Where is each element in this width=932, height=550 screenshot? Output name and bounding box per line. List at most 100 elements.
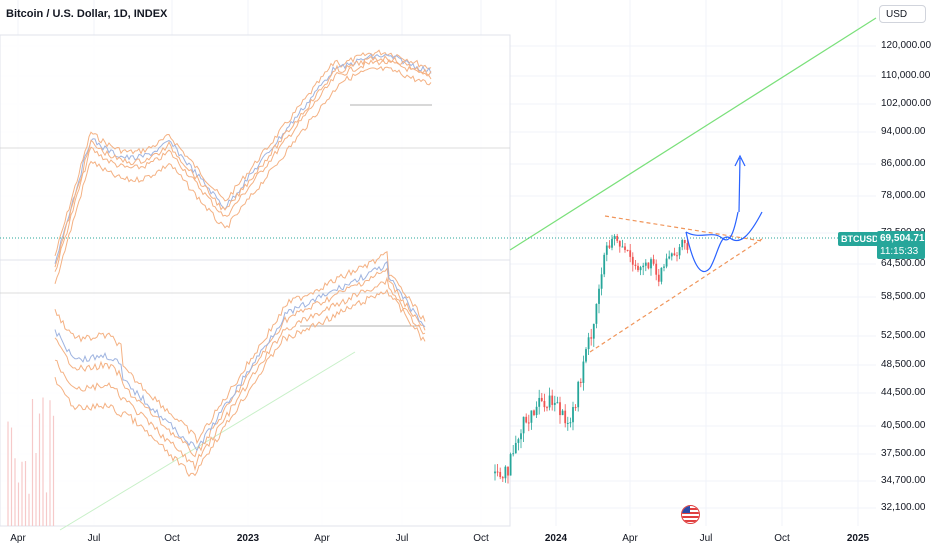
last-price-tag: 69,504.71 11:15:33	[877, 231, 925, 259]
candle-body	[585, 349, 587, 362]
candle-body	[629, 250, 632, 257]
candle-body	[670, 253, 673, 257]
overlay-series-bottom	[54, 251, 426, 445]
candle-body	[644, 262, 647, 266]
candle-body	[540, 397, 543, 401]
candle-body	[579, 381, 582, 383]
chart-title: Bitcoin / U.S. Dollar, 1D, INDEX	[6, 8, 168, 20]
price-tick-label: 40,500.00	[881, 420, 926, 431]
candle-body	[504, 466, 507, 479]
candle-body	[587, 337, 590, 350]
price-tick-label: 44,500.00	[881, 387, 926, 398]
candle-body	[538, 397, 541, 407]
price-tick-label: 102,000.00	[881, 98, 932, 109]
candle-body	[663, 266, 665, 268]
candle-body	[592, 323, 595, 339]
candle-body	[572, 407, 574, 423]
price-tick-label: 78,000.00	[881, 190, 926, 201]
candle-body	[676, 255, 678, 257]
candle-body	[533, 410, 535, 416]
bar-countdown: 11:15:33	[880, 246, 919, 257]
candle-body	[517, 439, 520, 443]
candle-body	[512, 453, 515, 455]
candle-body	[668, 256, 671, 259]
forecast-wave-2	[685, 211, 739, 241]
long-trendline	[509, 17, 877, 251]
candle-body	[647, 262, 650, 269]
price-tick-label: 120,000.00	[881, 40, 932, 51]
overlay-series-bottom	[54, 288, 426, 477]
candle-body	[590, 337, 593, 339]
price-tick-label: 48,500.00	[881, 359, 926, 370]
overlay-panel-bottom	[0, 259, 511, 527]
candle-body	[657, 274, 660, 282]
price-tick-label: 86,000.00	[881, 158, 926, 169]
candle-body	[574, 407, 577, 409]
candle-body	[564, 410, 567, 424]
time-tick-label: Oct	[774, 533, 790, 544]
triangle-upper-line	[604, 215, 763, 242]
overlay-panel-top	[0, 34, 511, 261]
candle-body	[600, 274, 603, 289]
overlay-series-top	[54, 53, 432, 264]
time-tick-label: Apr	[314, 533, 330, 544]
overlay-series-bottom	[54, 260, 426, 452]
candle-body	[624, 246, 626, 250]
time-tick-label: 2024	[544, 533, 568, 544]
candle-body	[494, 471, 496, 474]
candle-body	[637, 265, 639, 271]
candle-body	[634, 264, 637, 266]
forecast-wave-1	[685, 211, 763, 273]
candle-body	[577, 381, 580, 408]
overlay-series-top	[54, 66, 432, 284]
time-tick-label: Oct	[473, 533, 489, 544]
candle-body	[525, 416, 528, 423]
candle-body	[566, 422, 569, 424]
candle-body	[598, 288, 600, 304]
candle-body	[673, 253, 676, 256]
candle-body	[595, 303, 598, 324]
price-tick-label: 52,500.00	[881, 330, 926, 341]
candle-body	[686, 243, 689, 250]
candle-body	[535, 406, 538, 416]
candle-body	[660, 267, 663, 282]
time-tick-label: Apr	[10, 533, 26, 544]
candle-body	[652, 259, 655, 264]
us-flag-icon[interactable]	[681, 505, 700, 524]
candle-body	[543, 400, 546, 408]
price-tick-label: 94,000.00	[881, 126, 926, 137]
overlay-series-top	[54, 55, 432, 268]
candle-body	[605, 245, 608, 255]
candle-body	[530, 410, 533, 423]
candle-body	[501, 477, 504, 479]
candle-body	[611, 238, 613, 248]
candle-body	[631, 256, 634, 265]
candle-body	[616, 235, 619, 241]
candle-body	[678, 247, 681, 256]
candle-body	[665, 258, 668, 267]
symbol-tag: BTCUSD	[838, 232, 882, 246]
time-tick-label: Oct	[164, 533, 180, 544]
time-tick-label: 2023	[236, 533, 260, 544]
currency-button[interactable]: USD	[879, 5, 926, 23]
price-tick-label: 34,700.00	[881, 475, 926, 486]
candles-series	[494, 233, 689, 484]
candle-body	[639, 267, 642, 271]
time-tick-label: Jul	[87, 533, 101, 544]
candle-body	[546, 407, 548, 409]
overlay-comparison-panels	[0, 34, 511, 531]
overlay-series-bottom	[54, 267, 426, 458]
candle-body	[681, 239, 684, 248]
candle-body	[496, 471, 499, 473]
overlay-green-line	[59, 351, 356, 531]
candle-body	[603, 254, 606, 275]
candle-body	[618, 240, 621, 247]
time-tick-label: 2025	[846, 533, 870, 544]
time-tick-label: Jul	[395, 533, 409, 544]
forecast-arrow-shaft	[738, 157, 741, 213]
price-tick-label: 110,000.00	[881, 70, 931, 81]
candle-body	[613, 235, 616, 239]
overlay-series-bottom	[54, 276, 426, 472]
candle-body	[683, 239, 686, 244]
